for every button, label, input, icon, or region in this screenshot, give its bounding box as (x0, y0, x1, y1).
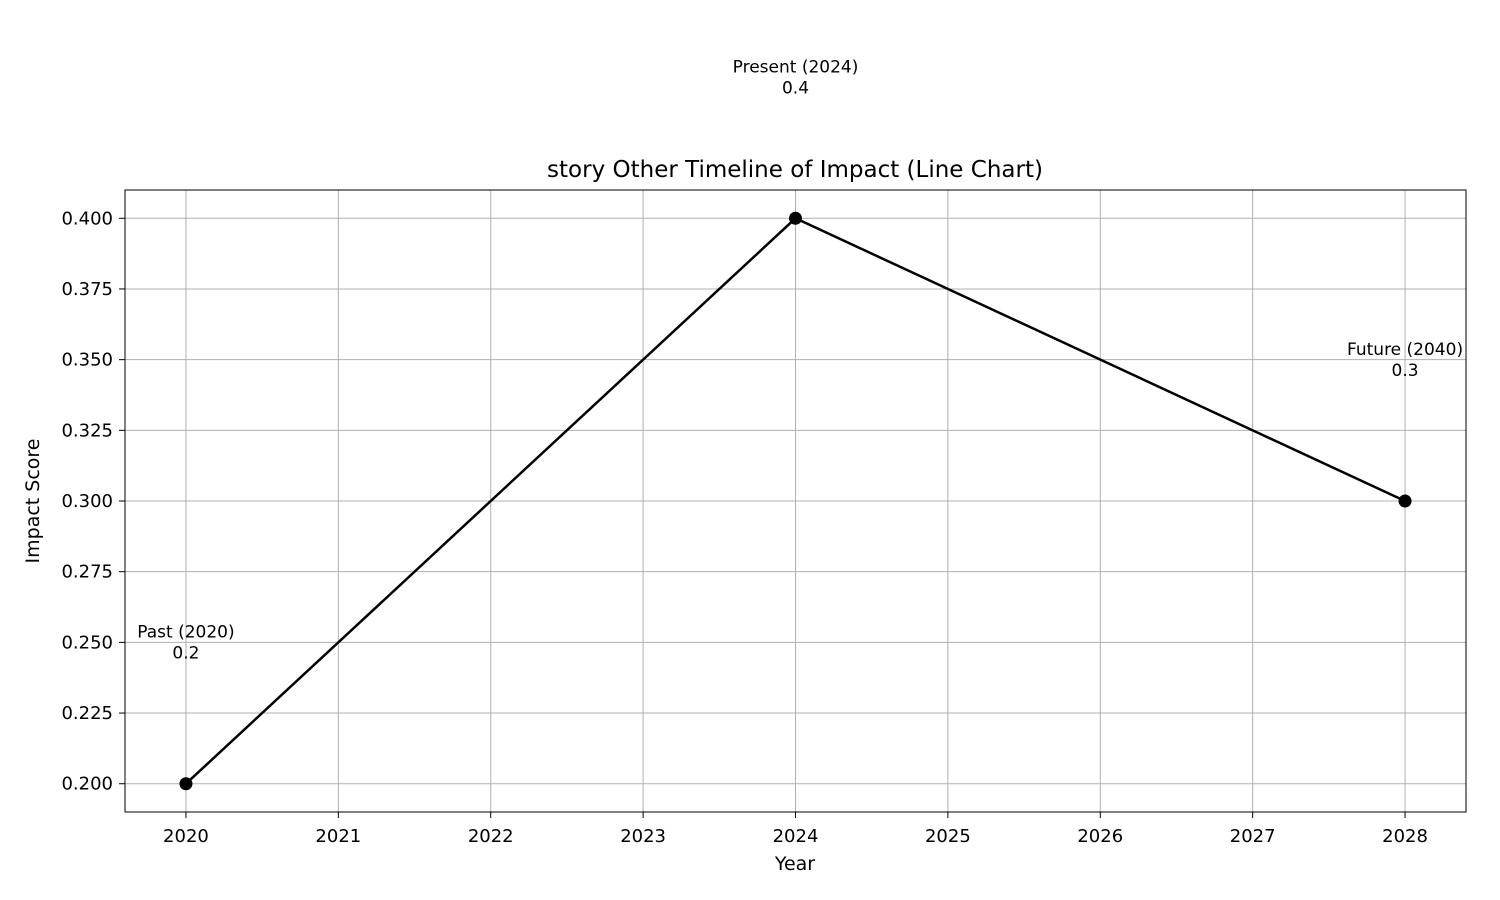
data-point (1398, 494, 1412, 508)
series-layer (179, 211, 1412, 791)
annotation-label: Future (2040) (1347, 340, 1463, 360)
annotation: Present (2024)0.4 (733, 57, 859, 98)
annotation-value: 0.3 (1392, 361, 1419, 381)
y-tick-label: 0.300 (61, 491, 113, 512)
x-tick-label: 2023 (620, 826, 666, 847)
annotation: Future (2040)0.3 (1347, 340, 1463, 381)
y-tick-label: 0.275 (61, 562, 113, 583)
y-tick-label: 0.350 (61, 350, 113, 371)
x-axis-label: Year (774, 853, 815, 875)
y-tick-label: 0.400 (61, 208, 113, 229)
x-tick-label: 2020 (163, 826, 209, 847)
annotation-value: 0.4 (782, 78, 809, 98)
y-tick-label: 0.375 (61, 279, 113, 300)
annotation-label: Present (2024) (733, 57, 859, 77)
x-tick-label: 2024 (773, 826, 819, 847)
y-axis-label: Impact Score (22, 439, 44, 564)
x-tick-label: 2021 (315, 826, 361, 847)
x-tick-label: 2022 (468, 826, 514, 847)
data-point (789, 211, 802, 225)
annotations: Past (2020)0.2 Present (2024)0.4 Future (2… (137, 57, 1463, 663)
annotation-value: 0.2 (172, 644, 199, 664)
x-tick-label: 2028 (1382, 826, 1428, 847)
x-tick-label: 2027 (1230, 826, 1276, 847)
axis-ticks: 2020 2021 2022 2023 2024 2025 2026 2027 20280.20… (61, 208, 1427, 847)
y-tick-label: 0.225 (61, 703, 113, 724)
annotation-label: Past (2020) (137, 623, 234, 643)
x-tick-label: 2025 (925, 826, 971, 847)
y-tick-label: 0.250 (61, 632, 113, 653)
y-tick-label: 0.200 (61, 774, 113, 795)
annotation: Past (2020)0.2 (137, 623, 234, 664)
chart-title: story Other Timeline of Impact (Line Cha… (547, 157, 1043, 183)
data-point (179, 777, 193, 791)
x-tick-label: 2026 (1077, 826, 1123, 847)
y-tick-label: 0.325 (61, 420, 113, 441)
